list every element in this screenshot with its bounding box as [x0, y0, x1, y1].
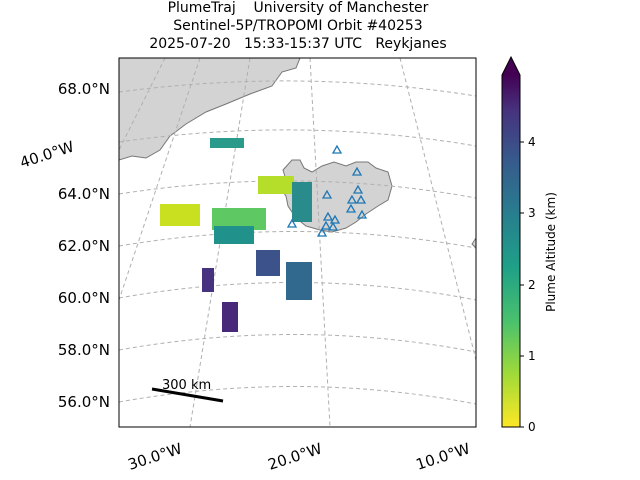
colorbar-tick-labels: 0 1 2 3 4	[528, 135, 536, 434]
longitude-labels-bottom: 30.0°W 20.0°W 10.0°W	[126, 439, 473, 473]
colorbar-label: Plume Altitude (km)	[544, 192, 558, 312]
lat-label-58: 58.0°N	[58, 341, 110, 359]
colorbar-gradient	[502, 75, 520, 427]
colorbar-tick-2: 2	[528, 278, 536, 292]
scandinavia-edge	[471, 237, 476, 249]
scale-bar-label: 300 km	[162, 378, 211, 393]
lat-label-64: 64.0°N	[58, 185, 110, 203]
scale-bar	[151, 387, 224, 403]
latitude-labels: 68.0°N 64.0°N 62.0°N 60.0°N 58.0°N 56.0°…	[58, 80, 110, 411]
colorbar: 0 1 2 3 4 Plume Altitude (km)	[501, 55, 558, 434]
colorbar-extend-arrow	[502, 57, 520, 75]
title-line-2: Sentinel-5P/TROPOMI Orbit #40253	[173, 18, 423, 34]
meridians	[119, 58, 476, 427]
lat-label-68: 68.0°N	[58, 80, 110, 98]
colorbar-tick-3: 3	[528, 206, 536, 220]
colorbar-tick-4: 4	[528, 135, 536, 149]
lat-label-62: 62.0°N	[58, 237, 110, 255]
map-panel: 300 km	[118, 57, 477, 428]
map-frame	[118, 57, 477, 428]
greenland-landmass	[119, 58, 301, 161]
lon-label-20w: 20.0°W	[266, 439, 325, 473]
title-line-3: 2025-07-20 15:33-15:37 UTC Reykjanes	[149, 36, 447, 52]
station-markers	[286, 144, 368, 237]
parallels	[119, 80, 476, 405]
lon-label-10w: 10.0°W	[414, 439, 473, 473]
colorbar-frame	[501, 55, 521, 428]
colorbar-tick-1: 1	[528, 349, 536, 363]
plume-pixels	[160, 138, 312, 332]
lon-label-30w: 30.0°W	[126, 439, 185, 473]
lon-label-40w: 40.0°W	[18, 137, 77, 171]
lat-label-60: 60.0°N	[58, 289, 110, 307]
title-line-1: PlumeTraj University of Manchester	[167, 0, 429, 16]
colorbar-tick-0: 0	[528, 420, 536, 434]
colorbar-ticks	[520, 141, 524, 428]
lat-label-56: 56.0°N	[58, 393, 110, 411]
